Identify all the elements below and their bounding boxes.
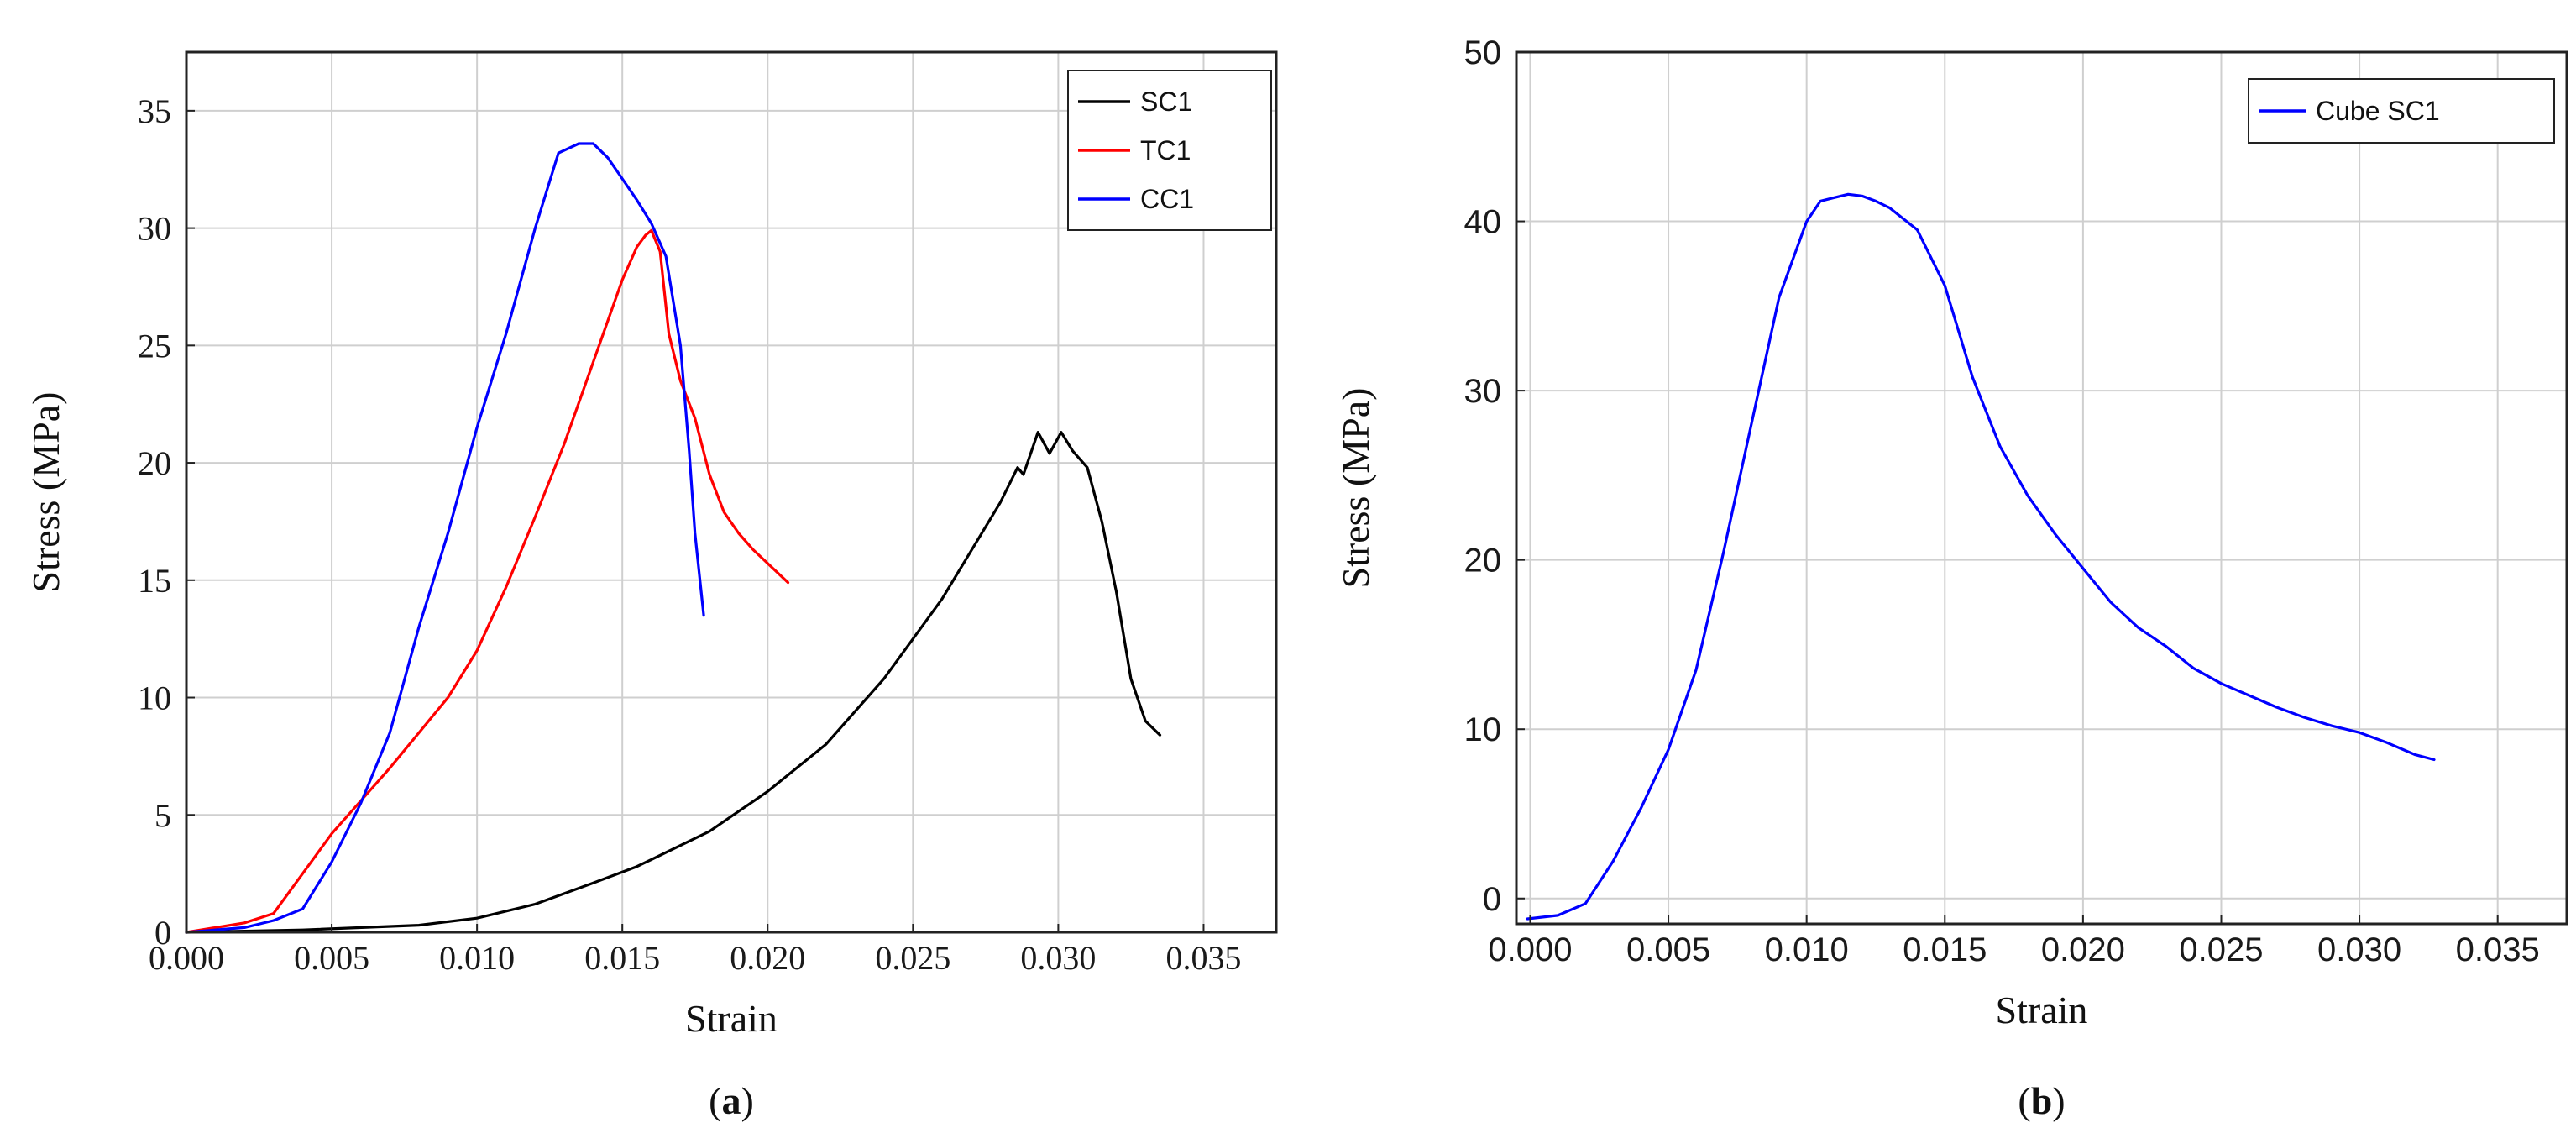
series-line-cube-sc1 [1526,192,2436,921]
gridlines-b [1516,51,2567,924]
y-tick-label-b-3: 30 [1464,373,1502,410]
legend-label-cube-sc1: Cube SC1 [2316,96,2440,126]
y-tick-label-b-2: 20 [1464,543,1502,580]
y-tick-label-a-1: 5 [154,796,171,834]
caption-paren-open-b: ( [2018,1079,2030,1122]
caption-letter-a: a [722,1079,741,1122]
chart-panel-a: 0.000 0.005 0.010 0.015 0.020 0.025 0.030 0.035… [24,50,1278,1122]
series-line-sc1 [185,431,1162,934]
x-tick-label-b-3: 0.015 [1903,931,1987,968]
x-tick-label-a-3: 0.015 [584,939,660,977]
x-tick-label-a-6: 0.030 [1020,939,1096,977]
panel-caption-b: (b) [2018,1079,2065,1122]
series-lines-b [1526,192,2436,921]
y-tick-label-b-4: 40 [1464,204,1502,241]
gridlines-a [186,52,1276,933]
plot-frame-a [185,50,1278,934]
x-axis-label-b: Strain [1996,989,2088,1031]
legend-b: Cube SC1 [2248,78,2555,144]
x-tick-label-a-0: 0.000 [149,939,224,977]
series-line-tc1 [185,228,790,934]
y-tick-label-a-0: 0 [154,914,171,952]
x-tick-labels-a: 0.000 0.005 0.010 0.015 0.020 0.025 0.030 0.035 [149,924,1241,977]
legend-label-tc1: TC1 [1140,135,1191,165]
x-axis-label-a: Strain [685,997,778,1040]
y-tick-label-b-0: 0 [1483,881,1501,918]
y-tick-label-a-2: 10 [138,679,171,717]
x-tick-label-b-6: 0.030 [2317,931,2401,968]
caption-paren-close-b: ) [2052,1079,2065,1122]
series-line-cc1 [185,142,705,934]
x-tick-label-a-5: 0.025 [875,939,950,977]
caption-letter-b: b [2031,1079,2053,1122]
x-tick-label-b-5: 0.025 [2179,931,2263,968]
y-tick-labels-a: 0 5 10 15 20 25 30 35 [138,92,195,952]
y-tick-label-a-5: 25 [138,327,171,365]
plot-frame-b [1515,50,2568,926]
y-axis-label-b: Stress (MPa) [1334,388,1377,589]
chart-panel-b: 0.000 0.005 0.010 0.015 0.020 0.025 0.030 0.035… [1334,34,2568,1122]
x-tick-label-a-1: 0.005 [294,939,369,977]
x-tick-label-b-0: 0.000 [1488,931,1572,968]
x-tick-label-b-1: 0.005 [1626,931,1710,968]
y-tick-label-a-3: 15 [138,562,171,600]
panel-caption-a: (a) [709,1079,754,1122]
x-tick-label-b-7: 0.035 [2456,931,2540,968]
y-tick-label-a-7: 35 [138,92,171,130]
x-tick-label-a-7: 0.035 [1165,939,1241,977]
y-tick-label-b-5: 50 [1464,34,1502,71]
x-tick-label-b-2: 0.010 [1765,931,1849,968]
caption-paren-open-a: ( [709,1079,721,1122]
legend-a: SC1 TC1 CC1 [1067,70,1272,231]
y-tick-label-a-4: 20 [138,444,171,482]
y-tick-label-b-1: 10 [1464,711,1502,748]
legend-label-sc1: SC1 [1140,87,1192,117]
y-tick-label-a-6: 30 [138,210,171,248]
x-tick-labels-b: 0.000 0.005 0.010 0.015 0.020 0.025 0.030 0.035 [1488,915,2540,968]
x-tick-label-b-4: 0.020 [2041,931,2125,968]
legend-label-cc1: CC1 [1140,184,1194,214]
x-tick-label-a-2: 0.010 [439,939,515,977]
y-tick-labels-b: 0 10 20 30 40 50 [1464,34,1525,918]
y-axis-label-a: Stress (MPa) [24,392,67,593]
caption-paren-close-a: ) [741,1079,754,1122]
x-tick-label-a-4: 0.020 [730,939,805,977]
series-lines-a [185,142,1162,934]
